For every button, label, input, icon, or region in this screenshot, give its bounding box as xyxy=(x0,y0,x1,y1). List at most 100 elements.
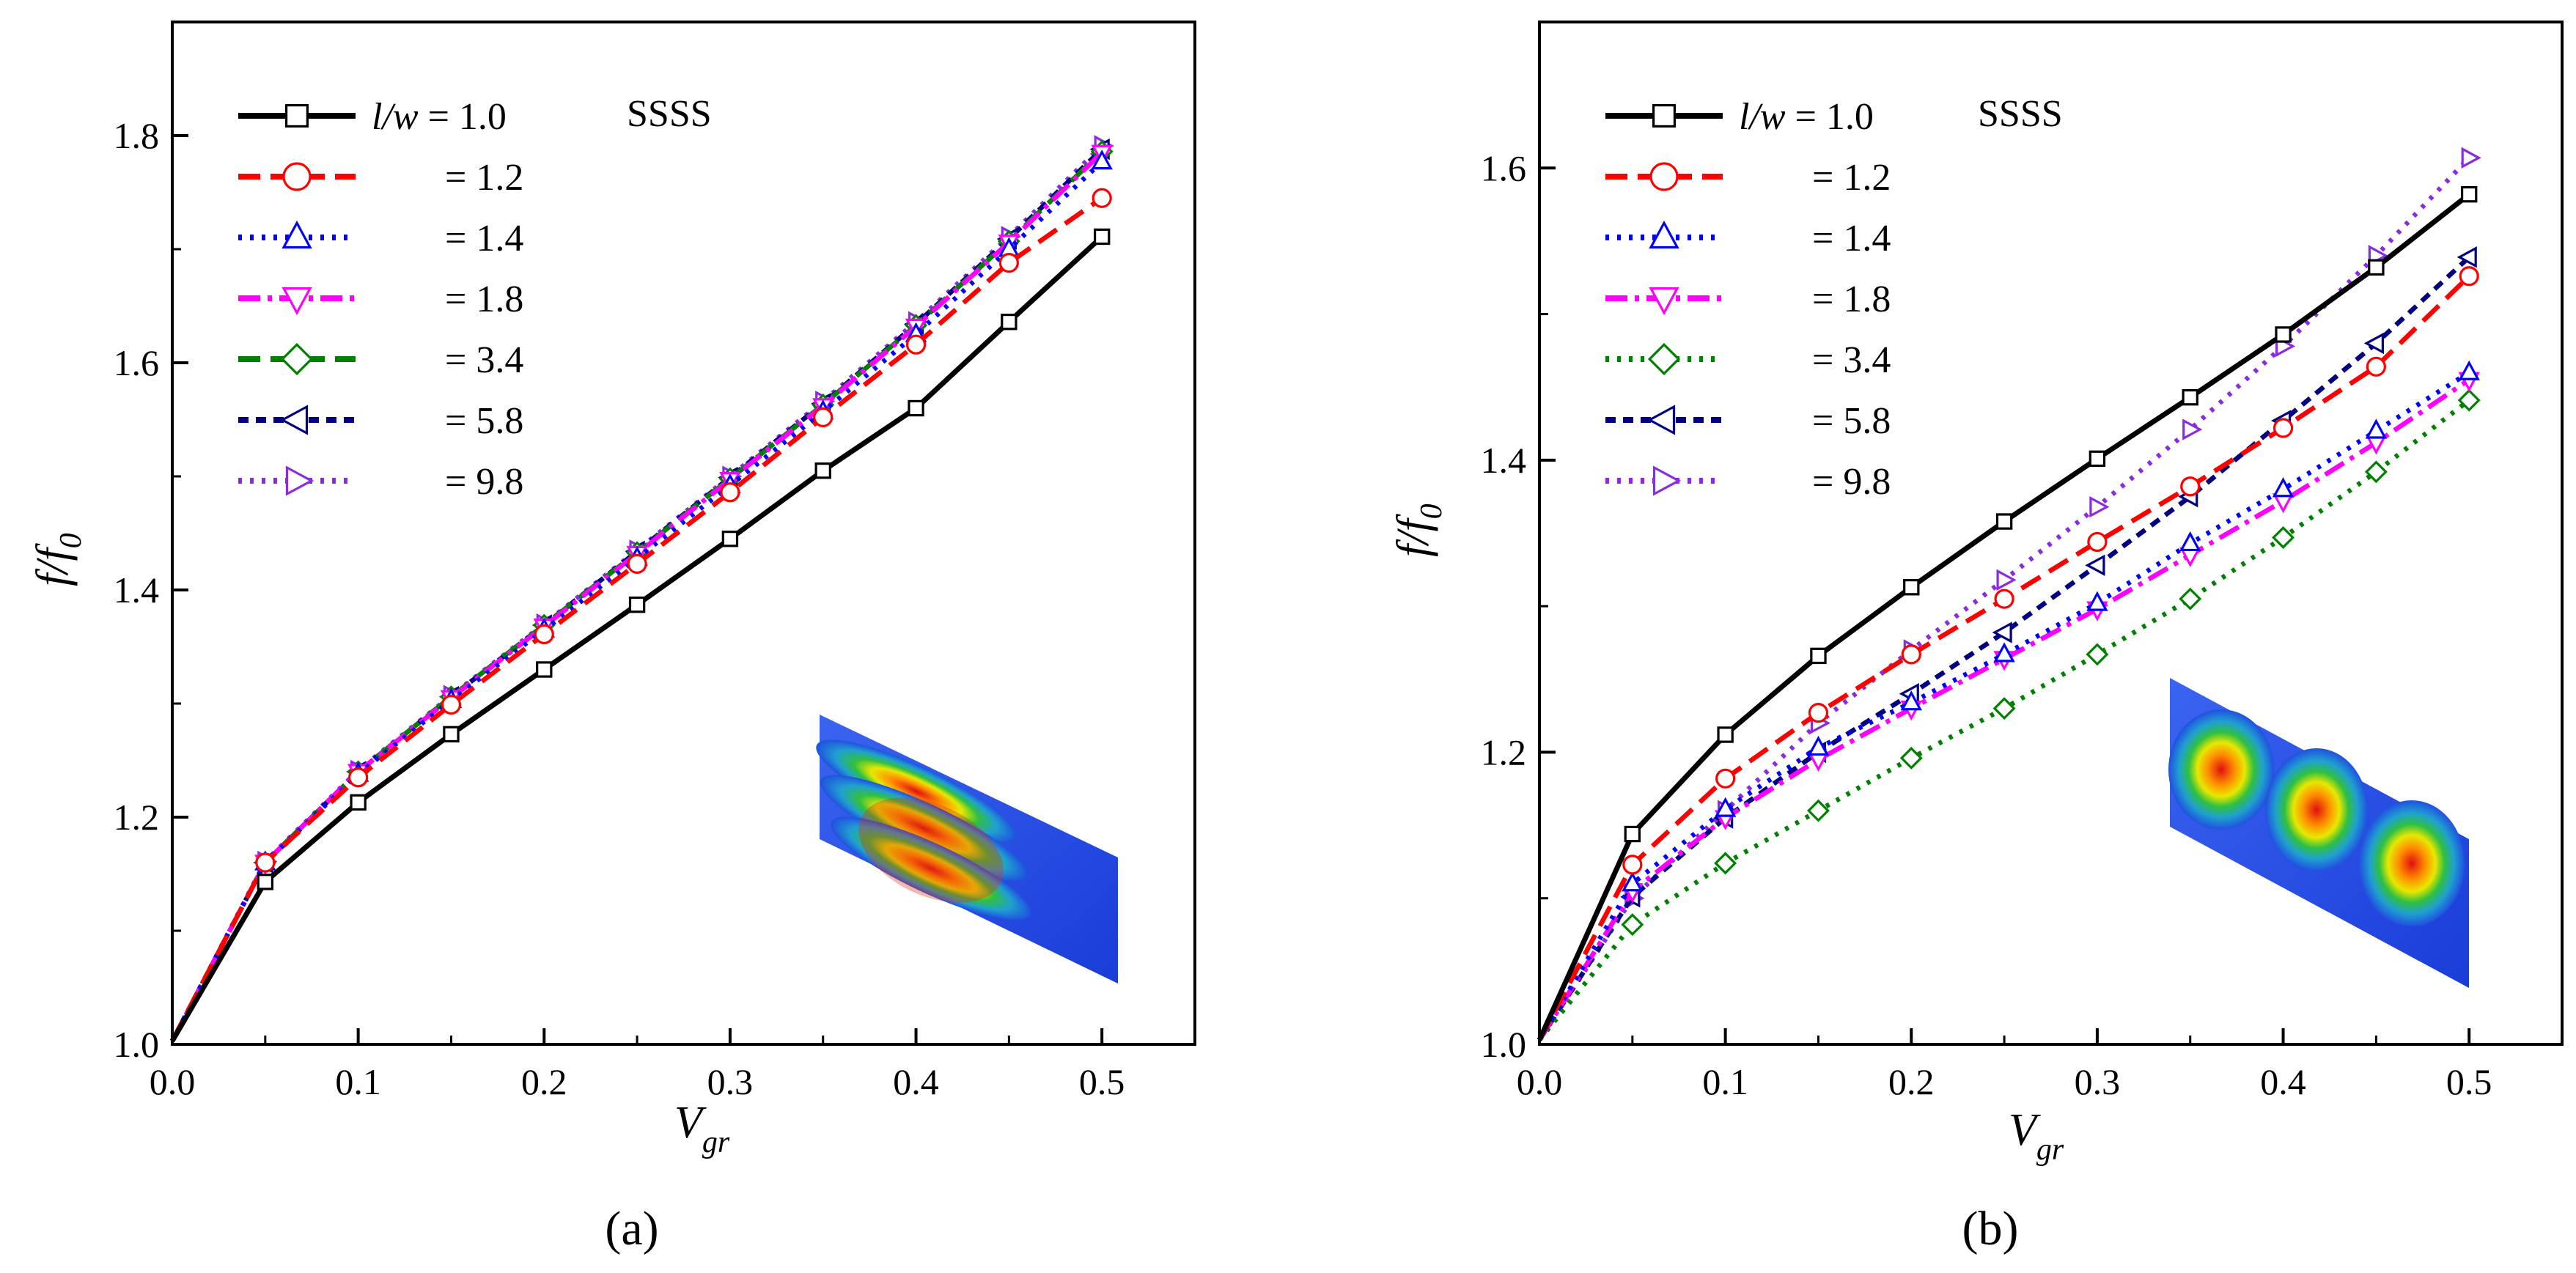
legend-entry: = 1.8 xyxy=(238,278,523,320)
plot-frame xyxy=(1538,21,2564,1046)
x-axis-label: Vgr xyxy=(674,1098,730,1159)
y-tick-label: 1.2 xyxy=(1481,731,1527,772)
series-line xyxy=(170,150,1104,1042)
square-marker xyxy=(814,462,831,479)
triangle-right-marker xyxy=(1996,569,2017,591)
series-line xyxy=(1537,398,2471,1042)
x-tick-label: 0.0 xyxy=(1517,1061,1563,1102)
triangle-up-marker xyxy=(2179,531,2201,552)
triangle-up-marker xyxy=(1649,220,1679,249)
legend-entry: = 1.2 xyxy=(238,157,523,199)
circle-marker xyxy=(1649,162,1679,191)
triangle-up-marker xyxy=(1091,150,1113,170)
square-marker xyxy=(1810,647,1827,665)
diamond-marker xyxy=(1992,697,2016,720)
square-marker xyxy=(1001,314,1017,331)
annotation-label: SSSS xyxy=(627,93,712,135)
x-tick-label: 0.5 xyxy=(2446,1061,2492,1102)
diamond-marker xyxy=(1621,913,1644,937)
y-tick-label: 1.2 xyxy=(114,797,160,838)
triangle-left-marker xyxy=(2457,246,2477,268)
legend-label: = 9.8 xyxy=(445,461,523,503)
diamond-marker xyxy=(1647,342,1681,376)
chart-panel-b: 0.0 0.1 0.2 0.3 0.4 0.5 1.0 1.2 1.4 1.6 l/w = 1.… xyxy=(1388,21,2564,1255)
triangle-up-marker xyxy=(2458,360,2480,380)
circle-marker xyxy=(1715,768,1736,789)
diamond-marker xyxy=(2179,587,2202,610)
legend-label: = 1.2 xyxy=(1812,157,1891,199)
x-ticks: 0.0 0.1 0.2 0.3 0.4 0.5 xyxy=(150,1028,1125,1102)
legend-value: = 5.8 xyxy=(445,400,523,442)
triangle-up-marker xyxy=(1714,797,1737,817)
x-tick-label: 0.3 xyxy=(2075,1061,2121,1102)
circle-marker xyxy=(441,694,462,715)
y-axis-label-sub: 0 xyxy=(1415,503,1449,519)
diamond-marker xyxy=(280,342,314,376)
circle-marker xyxy=(905,334,927,355)
series-line xyxy=(1537,192,2471,1041)
legend-entry: l/w = 1.0 xyxy=(1605,96,1874,138)
x-tick-label: 0.2 xyxy=(521,1061,567,1102)
x-axis-label-sub: gr xyxy=(702,1126,730,1159)
triangle-left-marker xyxy=(2085,554,2105,577)
square-marker xyxy=(1624,825,1641,843)
legend-entry: l/w = 1.0 xyxy=(238,96,507,138)
legend-value: = 1.8 xyxy=(1812,278,1891,320)
diamond-marker xyxy=(2086,643,2109,666)
square-marker xyxy=(1093,228,1111,246)
square-marker xyxy=(536,661,553,678)
legend-value: = 5.8 xyxy=(1812,400,1891,442)
circle-marker xyxy=(2366,356,2386,377)
circle-marker xyxy=(534,624,554,645)
legend-value: = 9.8 xyxy=(1812,461,1891,503)
circle-marker xyxy=(2273,418,2294,438)
circle-marker xyxy=(720,482,740,503)
legend-label: = 9.8 xyxy=(1812,461,1891,503)
series-line xyxy=(1537,370,2470,1041)
x-tick-label: 0.2 xyxy=(1888,1061,1935,1102)
square-marker xyxy=(628,596,646,613)
square-marker xyxy=(257,874,274,890)
triangle-up-marker xyxy=(281,220,312,249)
triangle-up-marker xyxy=(2086,591,2108,611)
diamond-marker xyxy=(1899,746,1923,770)
legend-entry: = 3.4 xyxy=(1605,339,1891,381)
legend-entry: = 1.4 xyxy=(238,218,523,259)
circle-marker xyxy=(282,162,312,191)
triangle-down-marker xyxy=(281,287,312,316)
triangle-up-marker xyxy=(1622,871,1644,892)
circle-marker xyxy=(255,852,276,873)
square-marker xyxy=(1717,726,1734,743)
x-tick-label: 0.3 xyxy=(707,1061,754,1102)
legend-prefix: l/w xyxy=(1739,96,1795,138)
y-tick-label: 1.8 xyxy=(114,115,160,156)
legend-label: = 3.4 xyxy=(1812,339,1891,381)
legend-entry: = 5.8 xyxy=(238,400,523,442)
y-tick-label: 1.4 xyxy=(114,569,160,610)
legend-entry: = 1.4 xyxy=(1605,218,1891,259)
x-axis-label: Vgr xyxy=(2009,1105,2064,1167)
triangle-right-marker xyxy=(285,465,314,496)
y-tick-label: 1.0 xyxy=(114,1024,160,1065)
legend-value: = 1.2 xyxy=(445,157,523,199)
legend-label: l/w = 1.0 xyxy=(372,96,507,138)
legend-entry: = 5.8 xyxy=(1605,400,1891,442)
legend-label: = 5.8 xyxy=(445,400,523,442)
legend-prefix: l/w xyxy=(372,96,428,138)
square-marker xyxy=(2275,326,2292,343)
triangle-left-marker xyxy=(1992,621,2012,643)
x-axis-label-main: V xyxy=(2009,1105,2041,1155)
legend-label: = 5.8 xyxy=(1812,400,1891,442)
y-ticks: 1.0 1.2 1.4 1.6 1.8 xyxy=(114,115,188,1065)
square-marker xyxy=(2460,185,2478,203)
y-tick-label: 1.4 xyxy=(1481,440,1527,481)
square-marker xyxy=(443,726,460,743)
triangle-up-marker xyxy=(2272,477,2295,498)
x-tick-label: 0.4 xyxy=(2260,1061,2306,1102)
circle-marker xyxy=(998,253,1019,273)
legend-entry: = 9.8 xyxy=(1605,461,1891,503)
square-marker xyxy=(1652,104,1677,128)
square-marker xyxy=(1903,579,1920,596)
triangle-up-marker xyxy=(2365,418,2388,439)
